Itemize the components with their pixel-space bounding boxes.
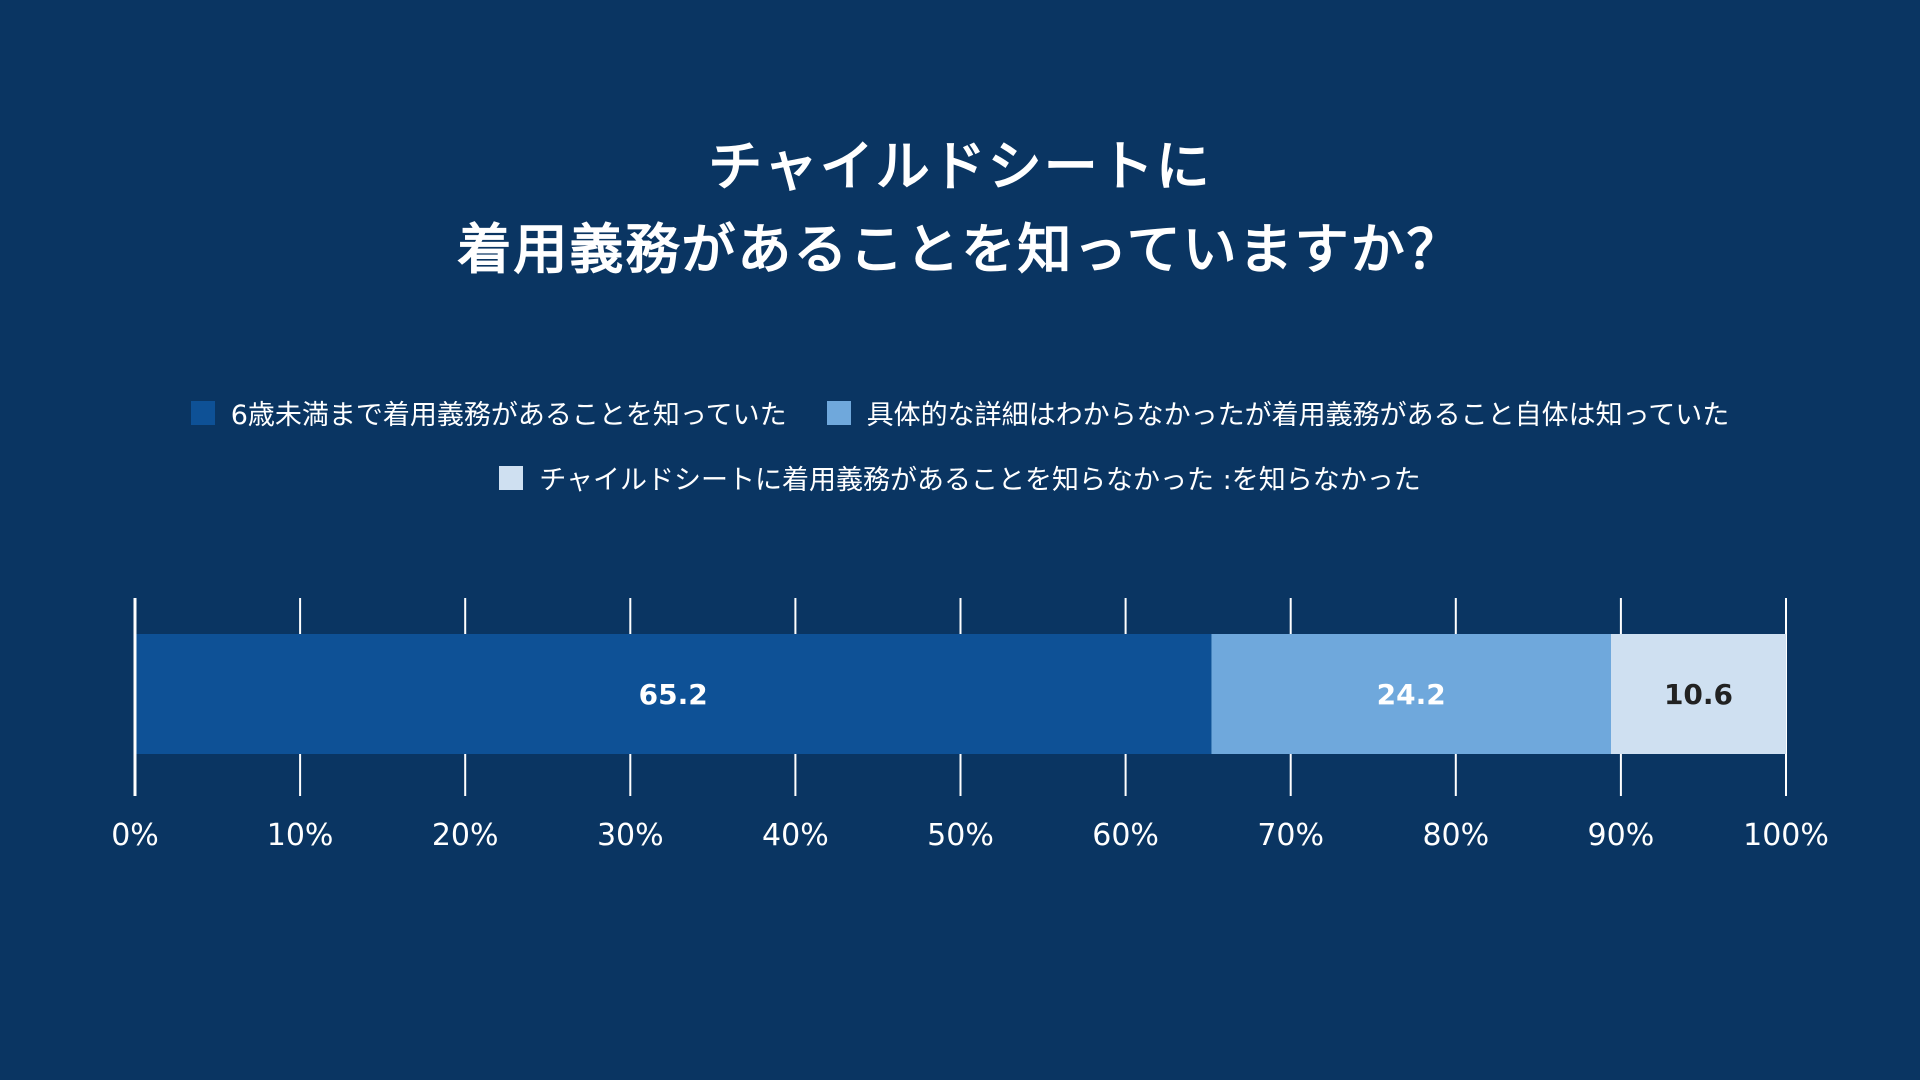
legend-label-did-not-know: チャイルドシートに着用義務があることを知らなかった :を知らなかった [539,465,1421,496]
legend-label-knew-under6: 6歳未満まで着用義務があることを知っていた [230,400,787,431]
x-tick-label-30: 30% [597,818,664,853]
x-tick-label-40: 40% [762,818,829,853]
legend-label-knew-general: 具体的な詳細はわからなかったが着用義務があること自体は知っていた [866,400,1730,431]
bar-segment-2 [1211,634,1611,754]
bar-segment-3 [1610,634,1786,754]
legend-row-1: 6歳未満まで着用義務があることを知っていた 具体的な詳細はわからなかったが着用義… [0,393,1920,432]
legend-swatch-knew-general [826,400,851,425]
data-label-3: 10.6 [1664,678,1733,711]
legend-row-2: チャイルドシートに着用義務があることを知らなかった :を知らなかった [0,458,1920,497]
x-tick-label-90: 90% [1588,818,1655,853]
x-tick-label-50: 50% [927,818,994,853]
x-tick-label-60: 60% [1092,818,1159,853]
legend-item-knew-general: 具体的な詳細はわからなかったが着用義務があること自体は知っていた [826,393,1730,432]
x-tick-label-80: 80% [1422,818,1489,853]
bar-segment-1 [135,634,1212,754]
legend-item-did-not-know: チャイルドシートに着用義務があることを知らなかった :を知らなかった [499,458,1421,497]
x-tick-label-100: 100% [1743,818,1829,853]
data-label-1: 65.2 [639,678,708,711]
data-label-2: 24.2 [1377,678,1446,711]
legend-swatch-did-not-know [499,465,524,490]
x-tick-label-0: 0% [111,818,159,853]
chart-title-line-2: 着用義務があることを知っていますか？ [457,218,1463,281]
legend-item-knew-under6: 6歳未満まで着用義務があることを知っていた [190,393,787,432]
x-tick-label-70: 70% [1257,818,1324,853]
chart-title-line-1: チャイルドシートに [708,135,1212,198]
x-tick-label-10: 10% [267,818,334,853]
legend-swatch-knew-under6 [190,400,215,425]
x-tick-label-20: 20% [432,818,499,853]
